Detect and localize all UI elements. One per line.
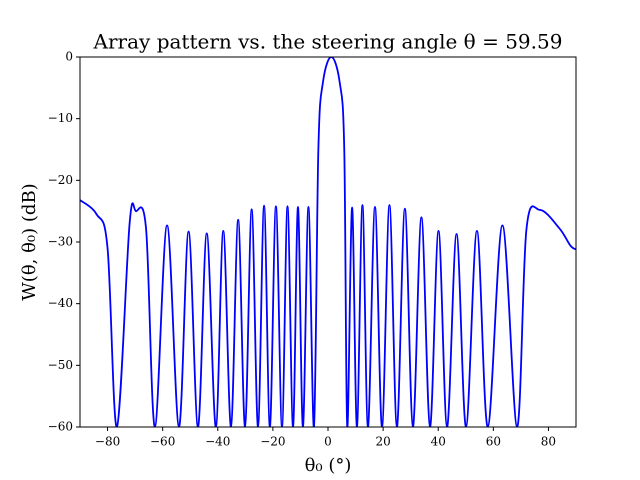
- x-tick-label: −80: [95, 435, 120, 449]
- y-tick-label: −30: [48, 235, 73, 249]
- x-tick-label: 40: [431, 435, 446, 449]
- plot-area: [80, 57, 576, 427]
- x-axis-label: θ₀ (°): [305, 455, 352, 476]
- y-tick-label: −40: [48, 296, 73, 310]
- y-tick-label: −60: [48, 420, 73, 434]
- y-tick-label: 0: [65, 50, 73, 64]
- y-tick-label: −10: [48, 111, 73, 125]
- x-tick-label: −20: [260, 435, 285, 449]
- chart-title: Array pattern vs. the steering angle θ =…: [93, 30, 563, 54]
- x-tick-label: 0: [324, 435, 332, 449]
- y-tick-label: −20: [48, 173, 73, 187]
- x-tick-label: −40: [205, 435, 230, 449]
- data-line: [80, 57, 576, 427]
- x-tick-label: 60: [486, 435, 501, 449]
- x-tick-label: 80: [541, 435, 556, 449]
- x-tick-label: 20: [375, 435, 390, 449]
- y-axis-label: W(θ, θ₀) (dB): [19, 183, 40, 300]
- x-tick-label: −60: [150, 435, 175, 449]
- y-tick-label: −50: [48, 358, 73, 372]
